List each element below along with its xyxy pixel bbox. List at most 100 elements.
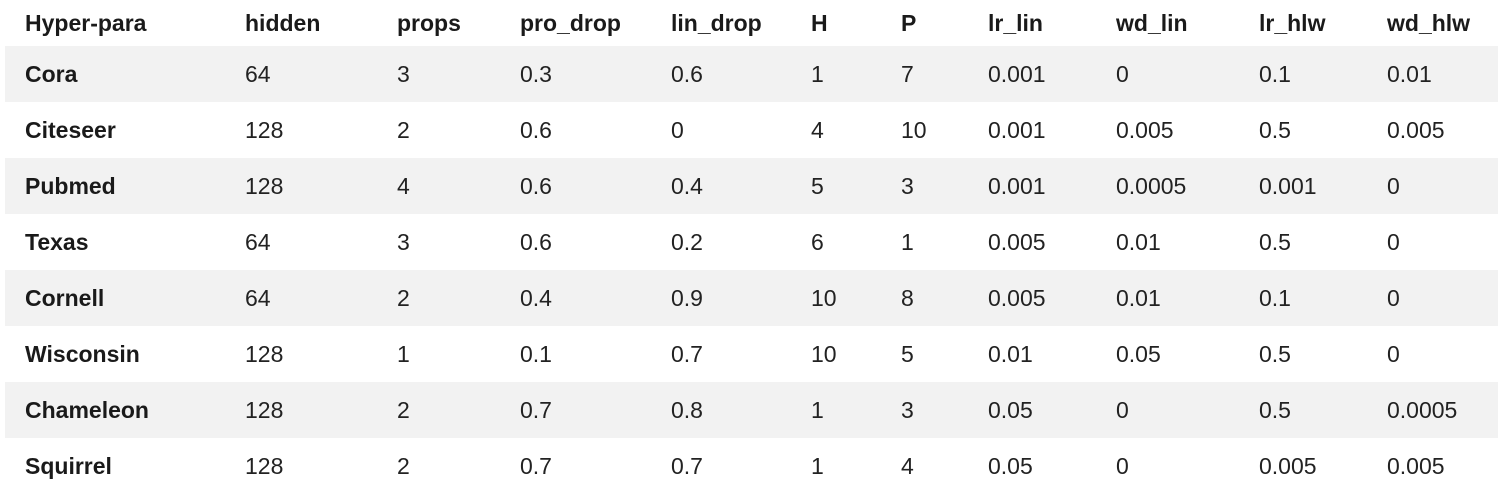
table-cell: 64 bbox=[245, 228, 271, 255]
table-cell: 1 bbox=[901, 228, 914, 255]
table-cell: 0.3 bbox=[520, 60, 552, 87]
table-cell: 6 bbox=[811, 228, 824, 255]
table-row: Squirrel 128 2 0.7 0.7 1 4 0.05 0 0.005 0.005 bbox=[5, 438, 1498, 494]
column-header-props: props bbox=[397, 9, 461, 36]
table-cell: 1 bbox=[397, 340, 410, 367]
table-cell: 128 bbox=[245, 452, 284, 479]
table-cell: 0.0005 bbox=[1116, 172, 1187, 199]
table-cell: 0.6 bbox=[520, 228, 552, 255]
table-cell: 0 bbox=[1116, 452, 1129, 479]
table-cell: 0.005 bbox=[1259, 452, 1317, 479]
table-cell: 128 bbox=[245, 340, 284, 367]
table-cell: 0.01 bbox=[988, 340, 1033, 367]
table-cell: 0.5 bbox=[1259, 116, 1291, 143]
table-cell: 0.9 bbox=[671, 284, 703, 311]
table-cell: 0.001 bbox=[988, 60, 1046, 87]
table-cell: 8 bbox=[901, 284, 914, 311]
table-body: Cora 64 3 0.3 0.6 1 7 0.001 0 0.1 0.01 Citeseer 128 2… bbox=[5, 46, 1498, 494]
column-header-lin-drop: lin_drop bbox=[671, 9, 762, 36]
table-cell: 0.7 bbox=[671, 340, 703, 367]
table-cell: 0.1 bbox=[1259, 60, 1291, 87]
table-cell: 0.005 bbox=[1387, 116, 1445, 143]
table-cell: 2 bbox=[397, 396, 410, 423]
table-row: Wisconsin 128 1 0.1 0.7 10 5 0.01 0.05 0.5 0 bbox=[5, 326, 1498, 382]
table-cell: 0.005 bbox=[988, 284, 1046, 311]
table-row: Citeseer 128 2 0.6 0 4 10 0.001 0.005 0.5 0.005 bbox=[5, 102, 1498, 158]
table-cell: 128 bbox=[245, 396, 284, 423]
table-cell: 0.5 bbox=[1259, 396, 1291, 423]
table-cell: 0.2 bbox=[671, 228, 703, 255]
table-cell: 2 bbox=[397, 452, 410, 479]
table-cell: 5 bbox=[811, 172, 824, 199]
table-cell: 0 bbox=[1387, 284, 1400, 311]
table-cell: 0 bbox=[1116, 396, 1129, 423]
table-cell: 0.7 bbox=[520, 396, 552, 423]
row-label: Citeseer bbox=[25, 116, 116, 143]
column-header-pro-drop: pro_drop bbox=[520, 9, 621, 36]
table-cell: 10 bbox=[811, 340, 837, 367]
table-cell: 0.8 bbox=[671, 396, 703, 423]
table-cell: 0.05 bbox=[988, 452, 1033, 479]
table-cell: 0 bbox=[1387, 228, 1400, 255]
column-header-p: P bbox=[901, 9, 917, 36]
row-label: Wisconsin bbox=[25, 340, 140, 367]
table-row: Cornell 64 2 0.4 0.9 10 8 0.005 0.01 0.1 0 bbox=[5, 270, 1498, 326]
table-cell: 1 bbox=[811, 452, 824, 479]
table-cell: 3 bbox=[397, 228, 410, 255]
table-cell: 128 bbox=[245, 172, 284, 199]
table-cell: 0.6 bbox=[671, 60, 703, 87]
table-cell: 2 bbox=[397, 116, 410, 143]
table-cell: 5 bbox=[901, 340, 914, 367]
table-row: Pubmed 128 4 0.6 0.4 5 3 0.001 0.0005 0.001 0 bbox=[5, 158, 1498, 214]
table-cell: 0.001 bbox=[988, 116, 1046, 143]
table-row: Chameleon 128 2 0.7 0.8 1 3 0.05 0 0.5 0.0005 bbox=[5, 382, 1498, 438]
column-header-hidden: hidden bbox=[245, 9, 321, 36]
table-cell: 0.4 bbox=[520, 284, 552, 311]
table-cell: 0 bbox=[1387, 172, 1400, 199]
table-cell: 0.05 bbox=[988, 396, 1033, 423]
table-cell: 0.7 bbox=[671, 452, 703, 479]
table-cell: 2 bbox=[397, 284, 410, 311]
table-cell: 0.6 bbox=[520, 172, 552, 199]
table-cell: 0.001 bbox=[1259, 172, 1317, 199]
table-cell: 0.5 bbox=[1259, 340, 1291, 367]
table-cell: 0.01 bbox=[1387, 60, 1432, 87]
column-header-wd-hlw: wd_hlw bbox=[1387, 9, 1471, 36]
table-cell: 4 bbox=[397, 172, 410, 199]
table-row: Cora 64 3 0.3 0.6 1 7 0.001 0 0.1 0.01 bbox=[5, 46, 1498, 102]
table-cell: 128 bbox=[245, 116, 284, 143]
table-cell: 0.01 bbox=[1116, 228, 1161, 255]
table-cell: 10 bbox=[811, 284, 837, 311]
row-label: Chameleon bbox=[25, 396, 149, 423]
table-cell: 0.0005 bbox=[1387, 396, 1458, 423]
row-label: Cora bbox=[25, 60, 78, 87]
table-cell: 0.1 bbox=[520, 340, 552, 367]
table-cell: 10 bbox=[901, 116, 927, 143]
table-cell: 3 bbox=[901, 396, 914, 423]
table-cell: 0.005 bbox=[988, 228, 1046, 255]
table-cell: 0.001 bbox=[988, 172, 1046, 199]
table-cell: 0.01 bbox=[1116, 284, 1161, 311]
column-header-wd-lin: wd_lin bbox=[1116, 9, 1188, 36]
row-label: Cornell bbox=[25, 284, 105, 311]
table-cell: 1 bbox=[811, 60, 824, 87]
column-header-h: H bbox=[811, 9, 828, 36]
table-cell: 0.5 bbox=[1259, 228, 1291, 255]
table-cell: 0 bbox=[671, 116, 684, 143]
table-cell: 7 bbox=[901, 60, 914, 87]
table-cell: 0.005 bbox=[1116, 116, 1174, 143]
table-cell: 0.7 bbox=[520, 452, 552, 479]
row-label: Pubmed bbox=[25, 172, 116, 199]
table-cell: 4 bbox=[811, 116, 824, 143]
table-cell: 0.4 bbox=[671, 172, 703, 199]
table-row: Texas 64 3 0.6 0.2 6 1 0.005 0.01 0.5 0 bbox=[5, 214, 1498, 270]
table-cell: 0.05 bbox=[1116, 340, 1161, 367]
column-header-lr-lin: lr_lin bbox=[988, 9, 1043, 36]
table-cell: 64 bbox=[245, 284, 271, 311]
table-cell: 1 bbox=[811, 396, 824, 423]
table-cell: 4 bbox=[901, 452, 914, 479]
